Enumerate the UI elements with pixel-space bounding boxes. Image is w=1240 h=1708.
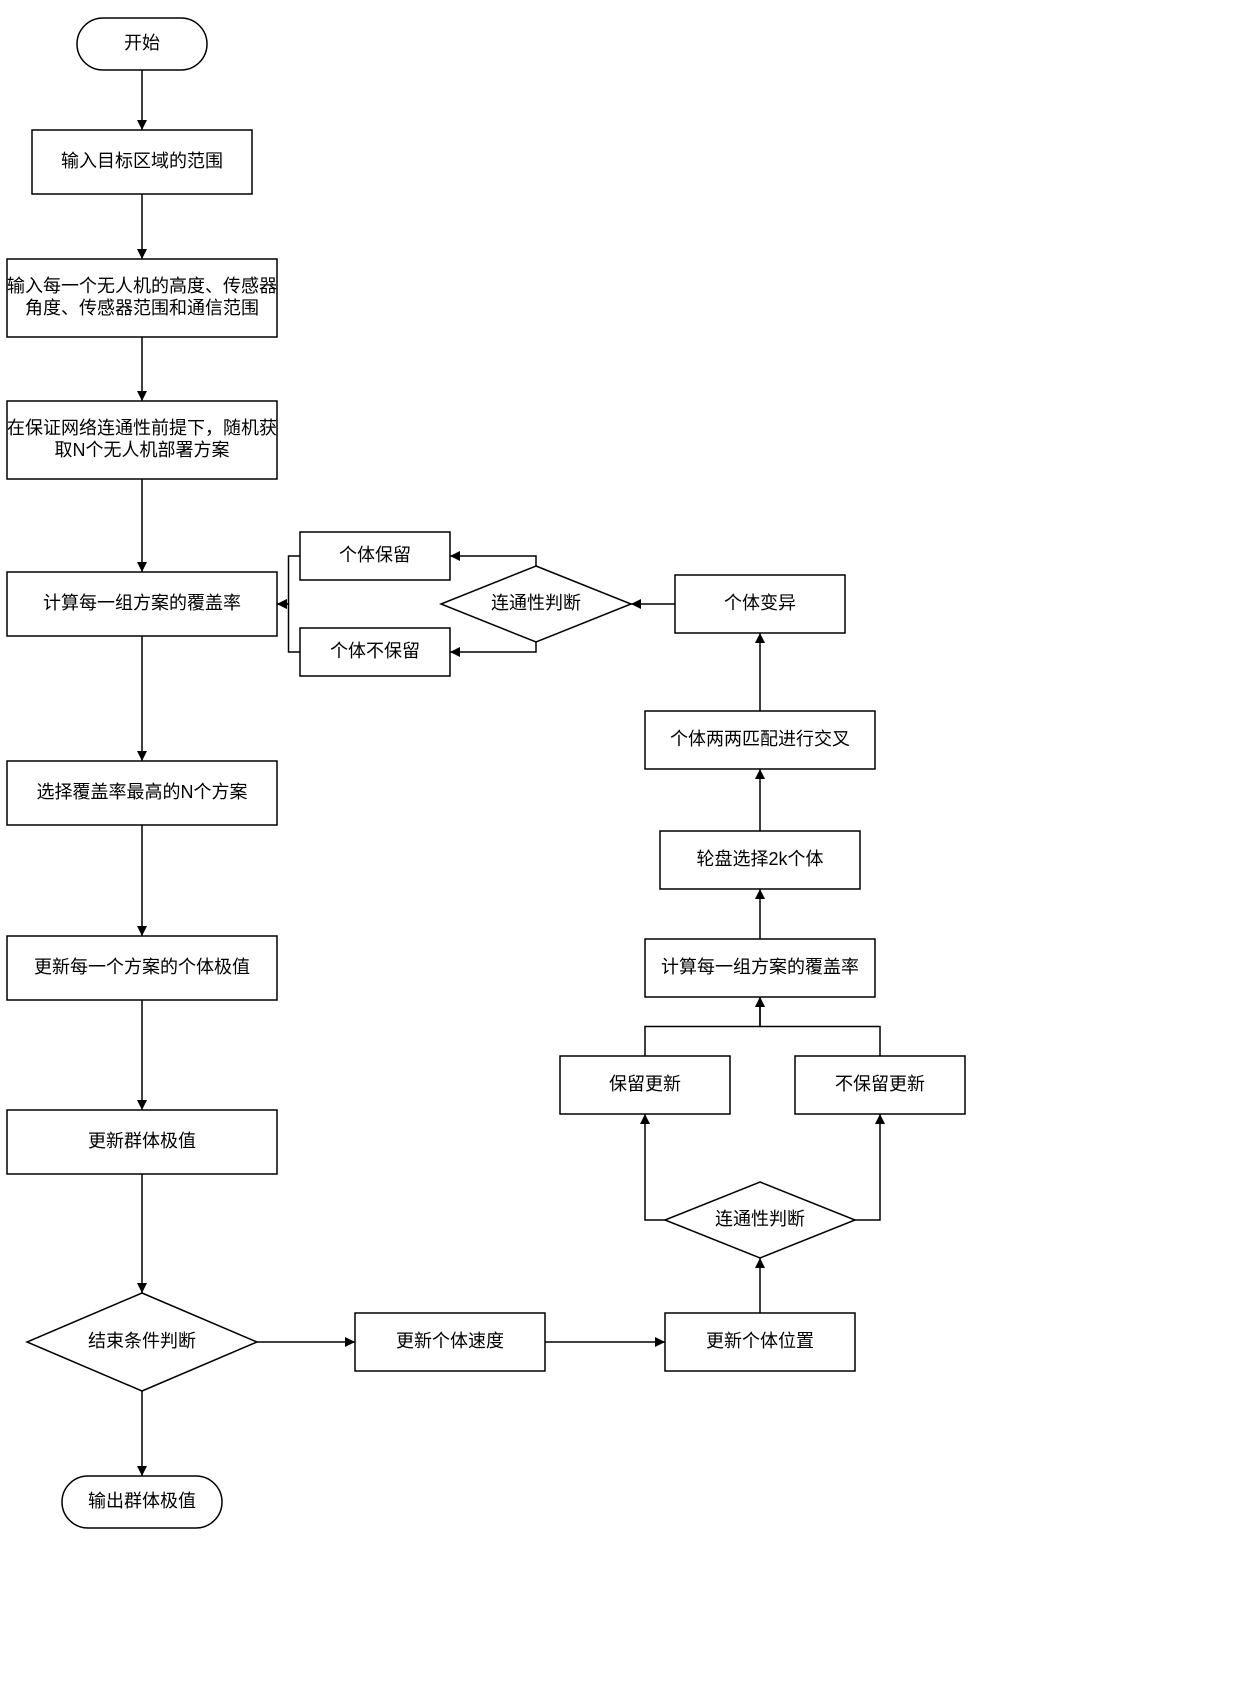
svg-text:连通性判断: 连通性判断 [715,1209,805,1229]
svg-text:个体变异: 个体变异 [724,593,796,613]
edge-d2-n10 [645,1114,665,1220]
svg-text:计算每一组方案的覆盖率: 计算每一组方案的覆盖率 [661,957,859,977]
svg-text:开始: 开始 [124,33,160,53]
node-n13: 轮盘选择2k个体 [660,831,860,889]
node-n4: 计算每一组方案的覆盖率 [7,572,277,636]
svg-text:个体保留: 个体保留 [339,545,411,565]
svg-text:在保证网络连通性前提下，随机获: 在保证网络连通性前提下，随机获 [7,418,277,438]
svg-text:结束条件判断: 结束条件判断 [88,1331,196,1351]
edge-n11-n12 [760,997,880,1056]
svg-text:更新个体位置: 更新个体位置 [706,1331,814,1351]
svg-text:输出群体极值: 输出群体极值 [88,1491,196,1511]
node-n15: 个体变异 [675,575,845,633]
edge-n17-n4 [277,604,300,652]
edge-d2-n11 [855,1114,880,1220]
svg-text:个体两两匹配进行交叉: 个体两两匹配进行交叉 [670,729,850,749]
node-n2: 输入每一个无人机的高度、传感器角度、传感器范围和通信范围 [7,259,277,337]
svg-text:更新每一个方案的个体极值: 更新每一个方案的个体极值 [34,957,250,977]
svg-text:输入每一个无人机的高度、传感器: 输入每一个无人机的高度、传感器 [7,276,277,296]
svg-text:轮盘选择2k个体: 轮盘选择2k个体 [696,849,823,869]
node-n10: 保留更新 [560,1056,730,1114]
node-d1: 结束条件判断 [27,1293,257,1391]
svg-text:计算每一组方案的覆盖率: 计算每一组方案的覆盖率 [43,593,241,613]
svg-text:连通性判断: 连通性判断 [491,593,581,613]
node-n16: 个体保留 [300,532,450,580]
flowchart: 开始输入目标区域的范围输入每一个无人机的高度、传感器角度、传感器范围和通信范围在… [0,0,1240,1708]
node-n7: 更新群体极值 [7,1110,277,1174]
svg-text:更新群体极值: 更新群体极值 [88,1131,196,1151]
node-start: 开始 [77,18,207,70]
node-n11: 不保留更新 [795,1056,965,1114]
svg-text:个体不保留: 个体不保留 [330,641,420,661]
svg-text:不保留更新: 不保留更新 [835,1074,925,1094]
svg-text:角度、传感器范围和通信范围: 角度、传感器范围和通信范围 [25,298,259,318]
node-n12: 计算每一组方案的覆盖率 [645,939,875,997]
node-n3: 在保证网络连通性前提下，随机获取N个无人机部署方案 [7,401,277,479]
node-d3: 连通性判断 [441,566,631,642]
node-n6: 更新每一个方案的个体极值 [7,936,277,1000]
node-n5: 选择覆盖率最高的N个方案 [7,761,277,825]
svg-text:输入目标区域的范围: 输入目标区域的范围 [61,151,223,171]
svg-text:选择覆盖率最高的N个方案: 选择覆盖率最高的N个方案 [37,782,248,802]
node-end: 输出群体极值 [62,1476,222,1528]
node-d2: 连通性判断 [665,1182,855,1258]
node-n9: 更新个体位置 [665,1313,855,1371]
node-n1: 输入目标区域的范围 [32,130,252,194]
node-n8: 更新个体速度 [355,1313,545,1371]
node-n17: 个体不保留 [300,628,450,676]
node-n14: 个体两两匹配进行交叉 [645,711,875,769]
edge-d3-n17 [450,642,536,652]
svg-text:更新个体速度: 更新个体速度 [396,1331,504,1351]
svg-text:取N个无人机部署方案: 取N个无人机部署方案 [55,440,230,460]
edge-d3-n16 [450,556,536,566]
svg-text:保留更新: 保留更新 [609,1074,681,1094]
edge-n10-n12 [645,997,760,1056]
edge-n16-n4 [277,556,300,604]
